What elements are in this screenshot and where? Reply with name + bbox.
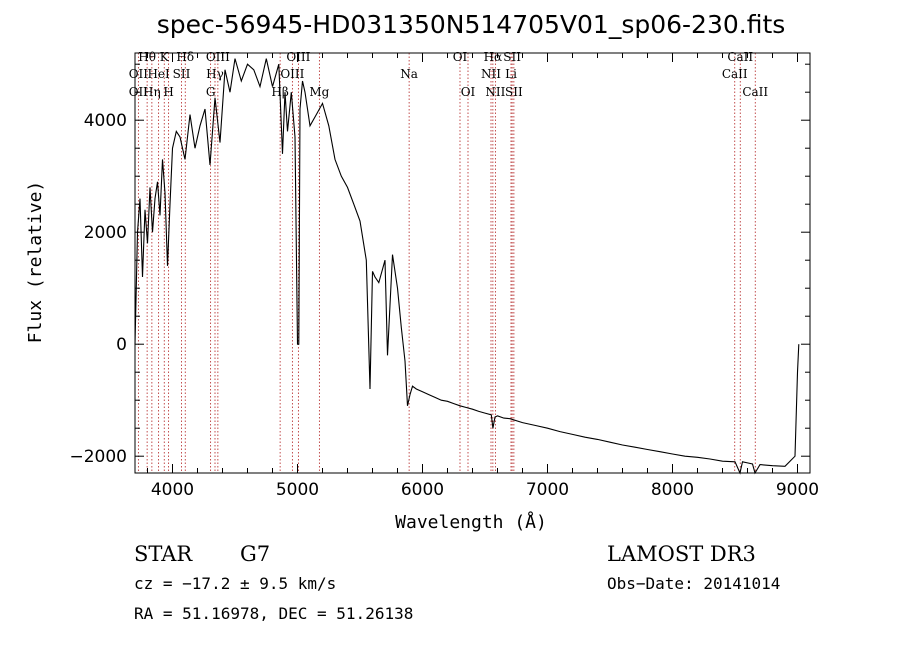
x-axis-label: Wavelength (Å) [395,511,547,533]
object-class: STAR [134,542,193,566]
spectral-line-label: OIII [286,50,310,64]
spectral-line-label: Hγ [206,67,224,81]
spectral-line-label: SII [173,67,191,81]
axis-ticks [135,53,810,473]
spectral-line-label: Li [505,67,517,81]
x-tick-label: 7000 [526,480,569,500]
spectral-line-label: CaII [742,85,768,99]
x-tick-label: 4000 [151,480,194,500]
survey-name: LAMOST DR3 [607,542,756,566]
y-tick-label: 0 [116,335,127,355]
y-tick-label: 4000 [84,111,127,131]
x-tick-label: 9000 [776,480,819,500]
chart-title: spec-56945-HD031350N514705V01_sp06-230.f… [157,10,786,39]
spectral-line-label: SII [505,85,523,99]
coordinates: RA = 51.16978, DEC = 51.26138 [134,604,413,623]
x-tick-label: 6000 [401,480,444,500]
spectral-line-label: OIII [280,67,304,81]
object-subclass: G7 [240,542,270,566]
spectral-line-label: K [160,50,170,64]
spectral-line-label: HeI [147,67,170,81]
observation-date: Obs−Date: 20141014 [607,574,780,593]
spectral-line-label: OI [461,85,476,99]
spectral-line-label: NII [481,67,501,81]
axis-tick-labels: 4000 5000 6000 7000 8000 9000 −2000 0 2000 4000 [69,111,819,500]
spectral-line-label: CaII [722,67,748,81]
spectral-line-label: CaII [727,50,753,64]
y-tick-label: 2000 [84,223,127,243]
spectral-line-label: Hδ [176,50,194,64]
spectral-line-label: Mg [309,85,329,99]
spectral-line-label: NII [485,85,505,99]
spectral-line-markers [137,53,756,473]
spectral-line-label: H [163,85,173,99]
spectral-line-label: SII [503,50,521,64]
spectral-line-label: OII [129,67,149,81]
y-tick-label: −2000 [69,447,127,467]
spectral-line-label: Hη [143,85,161,99]
spectral-line-label: G [206,85,216,99]
x-tick-label: 8000 [651,480,694,500]
spectral-line-label: Hα [484,50,503,64]
x-tick-label: 5000 [276,480,319,500]
redshift-velocity: cz = −17.2 ± 9.5 km/s [134,574,336,593]
spectral-line-label: OI [453,50,468,64]
y-axis-label: Flux (relative) [25,181,46,344]
spectral-line-label: OIII [206,50,230,64]
plot-frame [134,52,811,474]
spectrum-series-line [134,58,800,475]
spectral-line-label: Na [400,67,418,81]
